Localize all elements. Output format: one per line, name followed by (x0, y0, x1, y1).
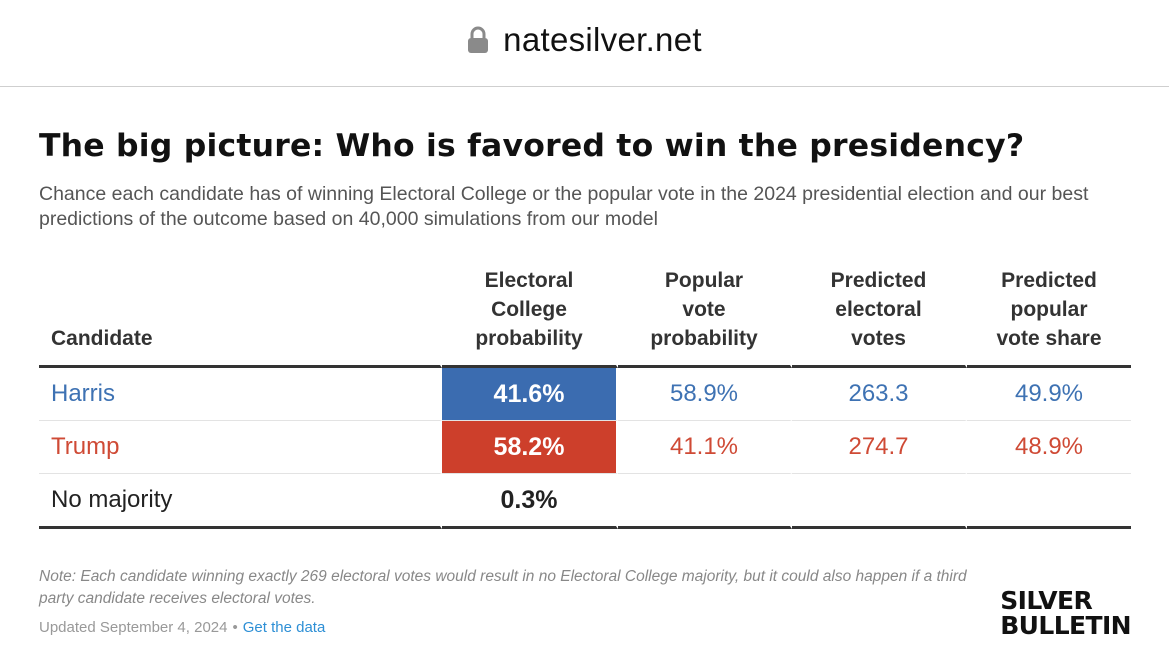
silver-bulletin-logo: SILVER BULLETIN (1000, 588, 1131, 638)
predicted-share-cell (967, 474, 1131, 529)
predicted-ev-cell: 263.3 (792, 368, 967, 421)
predicted-share-cell: 48.9% (967, 421, 1131, 474)
page-subtitle: Chance each candidate has of winning Ele… (39, 183, 1089, 230)
header-ec-probability: Electoral College probability (442, 266, 618, 368)
popular-probability-cell: 41.1% (618, 421, 792, 474)
updated-date: Updated September 4, 2024 (39, 619, 228, 636)
header-predicted-share: Predicted popular vote share (967, 266, 1131, 368)
forecast-table: Candidate Electoral College probability Po… (39, 266, 1131, 529)
url-display[interactable]: natesilver.net (467, 21, 702, 59)
logo-line-bulletin: BULLETIN (1000, 611, 1131, 640)
logo-line-silver: SILVER (1000, 586, 1093, 615)
page-title: The big picture: Who is favored to win t… (39, 128, 1025, 164)
lock-icon (468, 26, 489, 53)
ec-probability-cell: 58.2% (442, 421, 618, 474)
separator-dot: • (232, 619, 238, 636)
popular-probability-cell (618, 474, 792, 529)
address-bar[interactable]: natesilver.net (0, 0, 1169, 87)
candidate-name: Harris (39, 368, 442, 421)
candidate-name: Trump (39, 421, 442, 474)
table-row-no-majority: No majority 0.3% (39, 474, 1131, 529)
ec-probability-cell: 0.3% (442, 474, 618, 529)
popular-probability-cell: 58.9% (618, 368, 792, 421)
table-row-harris: Harris 41.6% 58.9% 263.3 49.9% (39, 368, 1131, 421)
footnote: Note: Each candidate winning exactly 269… (39, 568, 967, 607)
source-line: Updated September 4, 2024 • Get the data (39, 619, 325, 636)
predicted-ev-cell: 274.7 (792, 421, 967, 474)
table-header-row: Candidate Electoral College probability Po… (39, 266, 1131, 368)
url-text: natesilver.net (503, 21, 702, 58)
get-data-link[interactable]: Get the data (242, 619, 326, 636)
candidate-name: No majority (39, 474, 442, 529)
predicted-share-cell: 49.9% (967, 368, 1131, 421)
predicted-ev-cell (792, 474, 967, 529)
ec-probability-cell: 41.6% (442, 368, 618, 421)
header-predicted-ev: Predicted electoral votes (792, 266, 967, 368)
header-candidate: Candidate (39, 266, 442, 368)
header-popular-probability: Popular vote probability (618, 266, 792, 368)
table-row-trump: Trump 58.2% 41.1% 274.7 48.9% (39, 421, 1131, 474)
